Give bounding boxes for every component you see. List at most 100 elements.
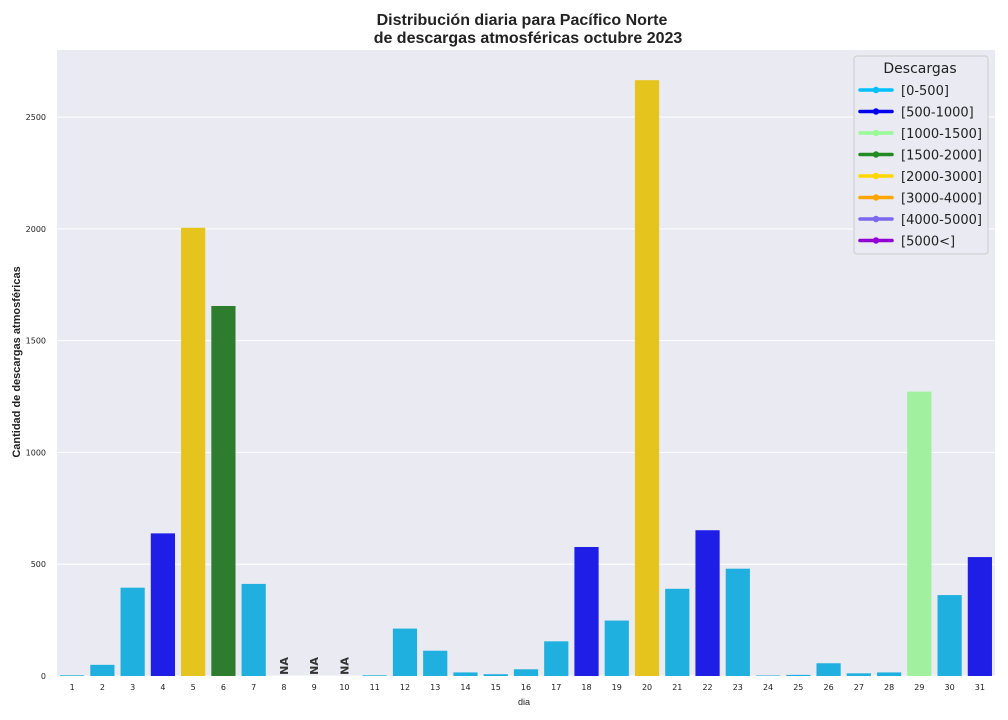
x-tick-label: 7 (251, 683, 256, 692)
bar-day-29 (907, 391, 932, 676)
bar-day-12 (392, 628, 418, 676)
legend-swatch-marker (872, 172, 880, 180)
x-tick-label: 1 (70, 683, 75, 692)
bars (60, 80, 992, 677)
x-tick-label: 4 (160, 683, 165, 692)
x-tick-label: 3 (130, 683, 135, 692)
legend-entry-label: [1000-1500] (901, 127, 982, 142)
bar-day-27 (846, 673, 871, 676)
legend-entry-label: [3000-4000] (901, 192, 982, 207)
x-tick-label: 19 (612, 683, 622, 692)
legend-entry-label: [2000-3000] (901, 170, 982, 185)
x-tick-label: 15 (491, 683, 501, 692)
bar-day-11 (362, 675, 387, 676)
bar-day-18 (574, 546, 599, 676)
legend-entry: [3000-4000] (858, 192, 982, 207)
y-tick-label: 500 (31, 560, 46, 569)
x-tick-label: 20 (642, 683, 652, 692)
x-tick-label: 17 (551, 683, 561, 692)
x-tick-label: 2 (100, 683, 105, 692)
bar-day-25 (786, 674, 811, 676)
x-tick-label: 12 (400, 683, 410, 692)
x-tick-label: 8 (281, 683, 286, 692)
bar-day-21 (665, 588, 690, 676)
bar-day-16 (513, 669, 539, 676)
y-tick-label: 1500 (26, 337, 46, 346)
x-tick-label: 23 (733, 683, 743, 692)
missing-labels: NA NA NA (278, 657, 352, 675)
x-tick-label: 6 (221, 683, 226, 692)
x-tick-label: 9 (312, 683, 317, 692)
x-tick-label: 11 (370, 683, 380, 692)
chart-title: Distribución diaria para Pacífico Norte … (374, 12, 683, 47)
x-tick-label: 31 (975, 683, 985, 692)
x-tick-label: 21 (672, 683, 682, 692)
x-tick-label: 16 (521, 683, 531, 692)
bar-day-20 (634, 80, 660, 677)
x-tick-label: 18 (581, 683, 591, 692)
legend-swatch-marker (872, 86, 880, 94)
bar-day-15 (483, 674, 508, 676)
bar-day-30 (937, 595, 962, 676)
chart-title-line1: Distribución diaria para Pacífico Norte (377, 12, 668, 29)
legend-entry: [500-1000] (858, 106, 974, 121)
bar-day-24 (755, 675, 781, 676)
legend-entry-label: [1500-2000] (901, 149, 982, 164)
bar-day-26 (816, 663, 841, 676)
x-tick-label: 10 (339, 683, 349, 692)
bar-day-17 (544, 641, 569, 676)
legend-entry-label: [4000-5000] (901, 213, 982, 228)
bar-day-4 (150, 533, 176, 676)
bar-day-31 (967, 557, 992, 676)
y-tick-label: 2500 (26, 113, 46, 122)
x-axis-label: dia (518, 697, 530, 707)
chart-title-line2: de descargas atmosféricas octubre 2023 (374, 30, 683, 47)
bar-day-3 (120, 587, 145, 676)
x-tick-label: 14 (460, 683, 470, 692)
legend-entry: [2000-3000] (858, 170, 982, 185)
legend-swatch-marker (872, 194, 880, 201)
legend-entry-label: [5000<] (901, 235, 955, 250)
bar-day-23 (725, 568, 750, 676)
bar-day-7 (241, 583, 266, 676)
legend-entry: [4000-5000] (858, 213, 982, 228)
legend-title: Descargas (883, 61, 956, 77)
x-tick-label: 5 (191, 683, 196, 692)
bar-day-5 (181, 227, 206, 676)
legend-entry: [0-500] (858, 84, 949, 99)
bar-day-1 (60, 675, 85, 676)
na-label-day-9: NA (308, 657, 321, 675)
legend-box (853, 55, 989, 255)
x-tick-label: 27 (854, 683, 864, 692)
legend-entry: [5000<] (858, 235, 955, 250)
x-tick-label: 29 (914, 683, 924, 692)
legend-swatch-marker (872, 108, 880, 115)
x-tick-labels: 1 2 3 4 5 6 7 8 9 10 11 12 13 14 15 16 17 18 19 20 21 22 23 24 2… (70, 683, 985, 692)
x-tick-label: 25 (793, 683, 803, 692)
bar-day-13 (423, 650, 448, 676)
x-tick-label: 26 (823, 683, 833, 692)
legend-entry: [1500-2000] (858, 149, 982, 164)
bar-day-2 (90, 664, 115, 676)
legend-swatch-marker (872, 151, 880, 158)
bar-day-6 (211, 305, 236, 676)
x-tick-label: 24 (763, 683, 773, 692)
legend-swatch-marker (872, 237, 880, 244)
y-tick-labels: 0 500 1000 1500 2000 2500 (26, 113, 46, 681)
bar-day-14 (453, 672, 478, 676)
bar-day-28 (876, 672, 902, 676)
y-tick-label: 2000 (26, 225, 46, 234)
x-tick-label: 28 (884, 683, 894, 692)
na-label-day-10: NA (338, 657, 351, 675)
bar-day-19 (604, 620, 629, 676)
x-tick-label: 13 (430, 683, 440, 692)
na-label-day-8: NA (278, 657, 291, 675)
y-tick-label: 1000 (26, 448, 46, 457)
x-tick-label: 30 (945, 683, 955, 692)
legend-entries: [0-500] [500-1000] [1000-1500] [1500-2000] [… (858, 84, 982, 250)
legend-swatch-marker (872, 215, 880, 223)
y-axis-label: Cantidad de descargas atmosféricas (11, 266, 23, 457)
legend-swatch-marker (872, 129, 880, 137)
y-tick-label: 0 (41, 672, 46, 681)
